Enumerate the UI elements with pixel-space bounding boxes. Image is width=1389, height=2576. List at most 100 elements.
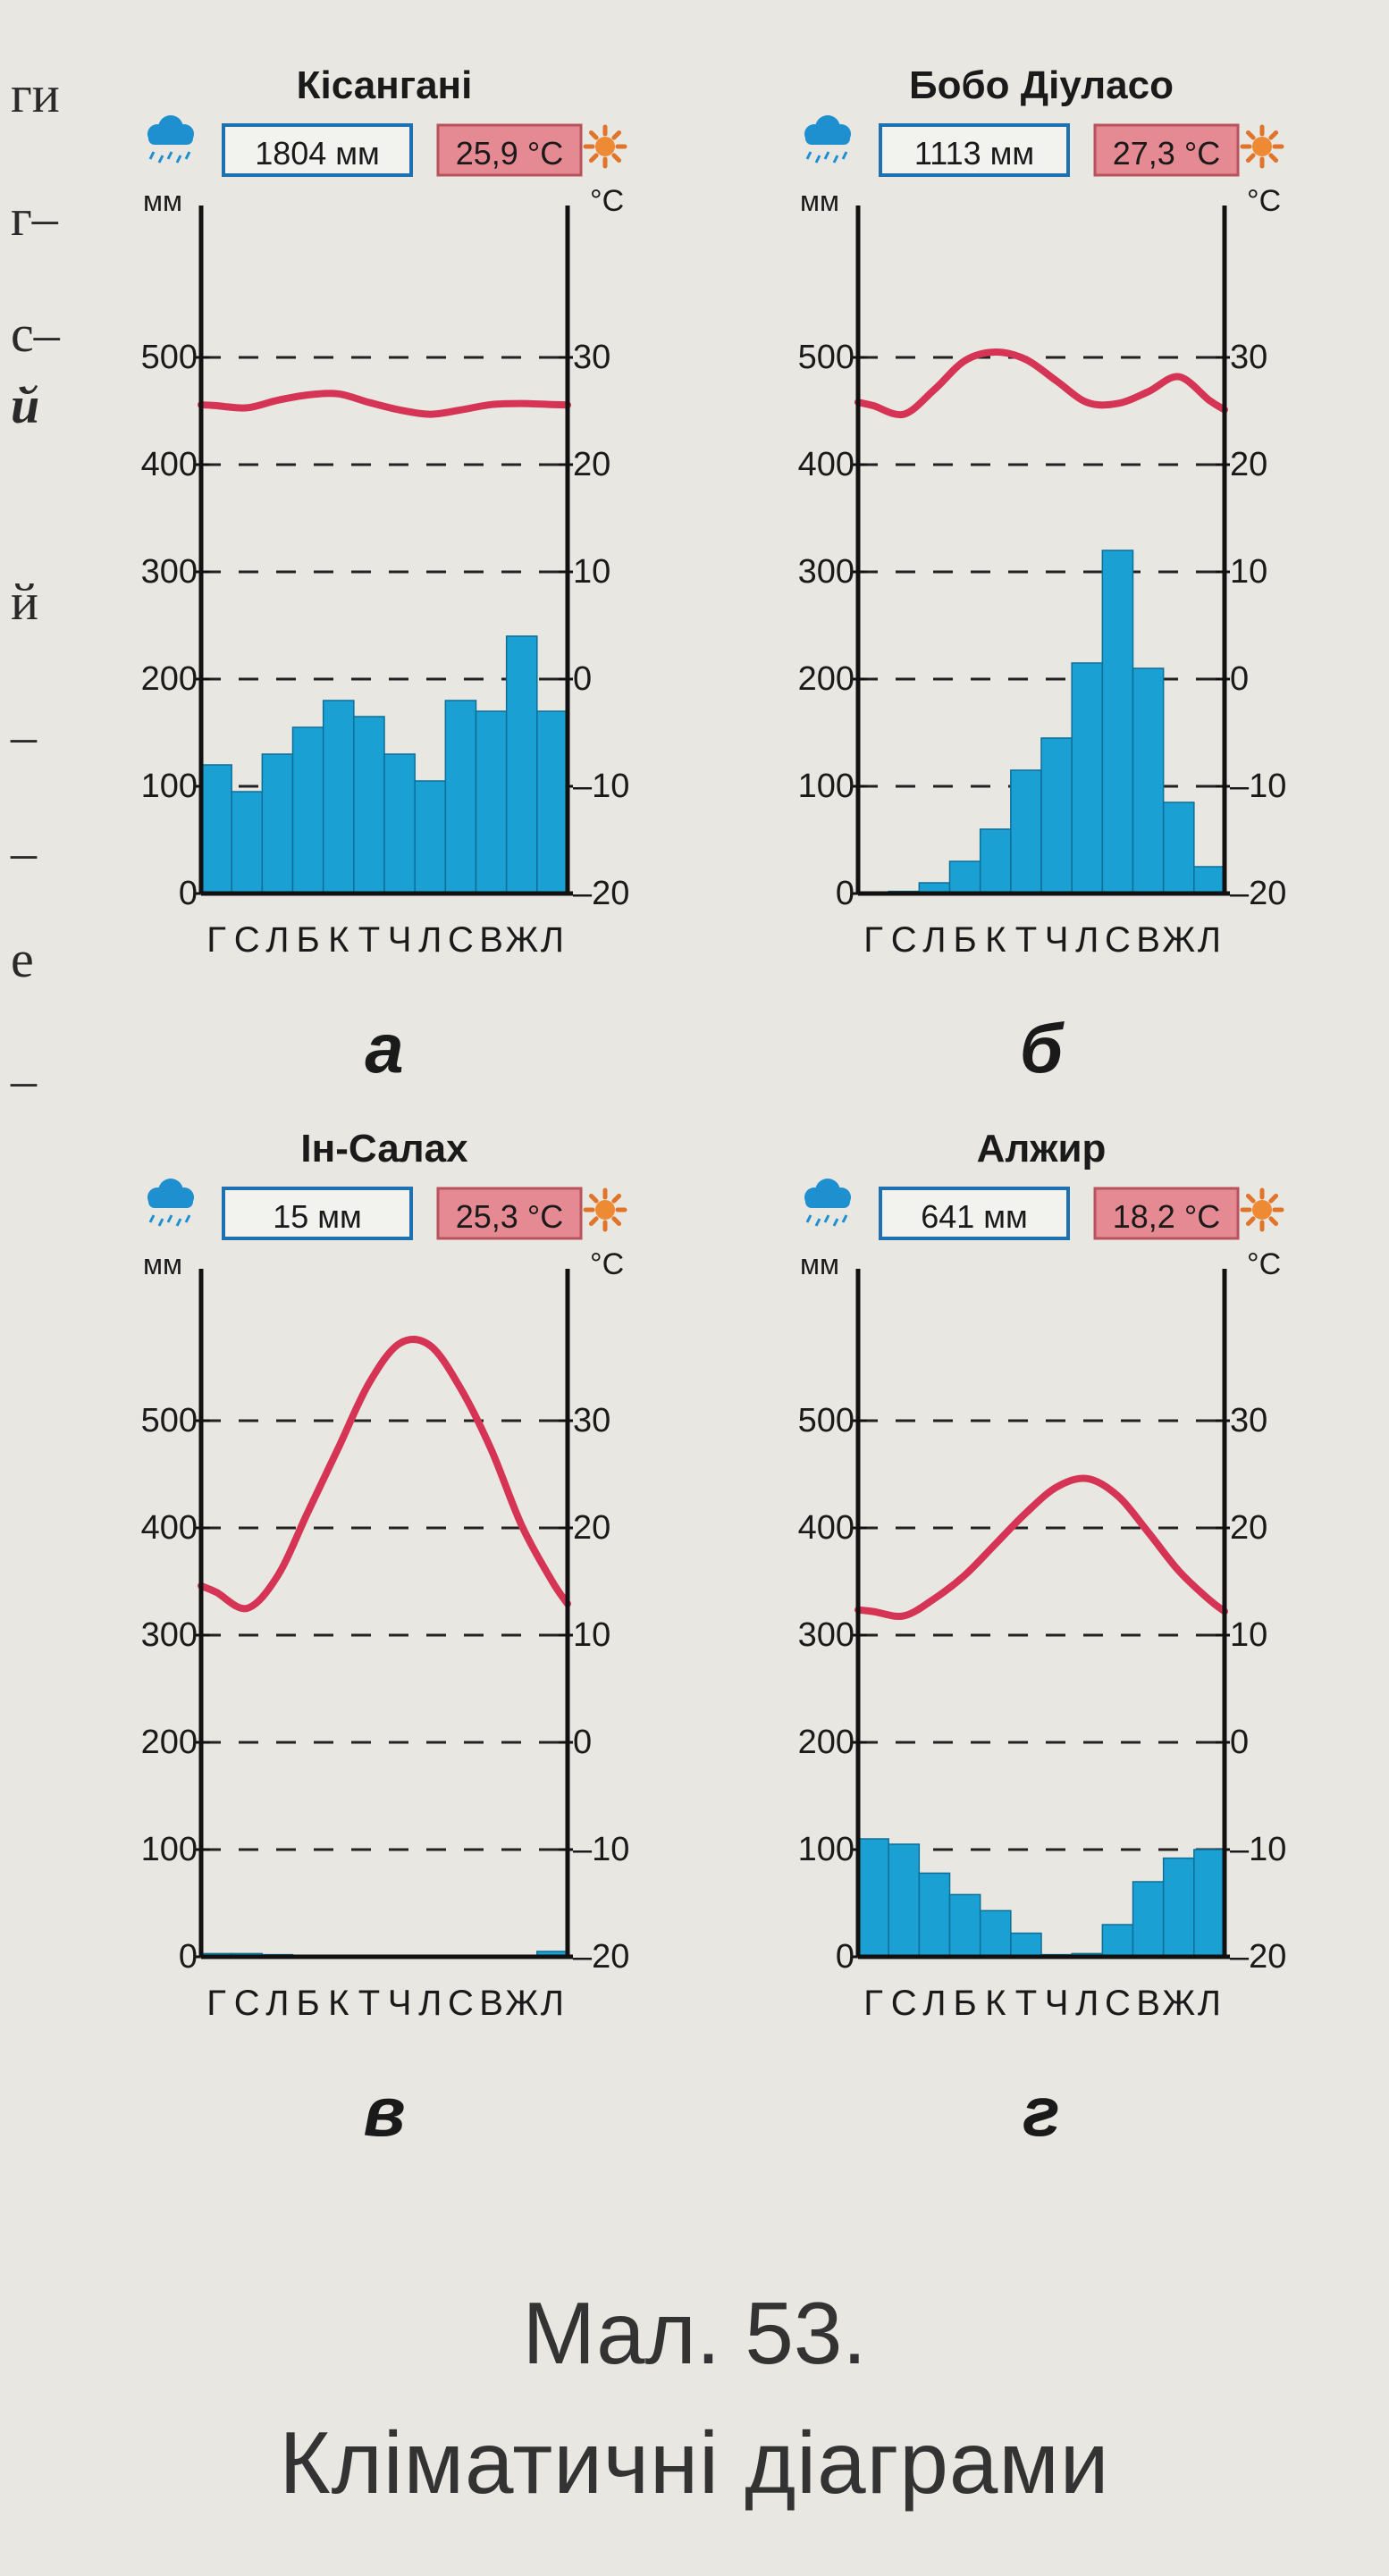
figure-title: Кліматичні діаграми xyxy=(279,2413,1110,2512)
month-label: С xyxy=(1105,1984,1131,2023)
temp-tick-label: 0 xyxy=(1230,1724,1249,1761)
month-label: Ч xyxy=(1045,920,1069,960)
precip-tick-label: 0 xyxy=(836,875,854,912)
month-label: К xyxy=(985,920,1006,960)
month-label: Л xyxy=(418,920,442,960)
sun-ray xyxy=(1268,1193,1279,1204)
margin-text-line: г– xyxy=(11,189,58,247)
station-title: Бобо Діуласо xyxy=(909,63,1174,107)
precip-bar xyxy=(1101,550,1134,894)
annual-precip-value: 641 мм xyxy=(921,1198,1028,1235)
precip-bar xyxy=(444,700,477,894)
precip-tick-label: 500 xyxy=(798,339,854,376)
precip-bar xyxy=(948,860,981,894)
sun-ray xyxy=(611,153,622,164)
sun-ray xyxy=(1245,130,1256,140)
sun-ray xyxy=(588,1216,599,1227)
annual-temp-value: 25,3 °С xyxy=(456,1198,563,1235)
temp-tick-label: –20 xyxy=(573,875,629,912)
sun-disc xyxy=(595,137,615,156)
month-label: Л xyxy=(541,920,564,960)
precip-bar xyxy=(857,1838,889,1958)
precip-tick-label: 100 xyxy=(141,1831,198,1868)
precip-tick-label: 0 xyxy=(179,1938,198,1976)
precip-tick-label: 100 xyxy=(798,768,854,805)
temp-tick-label: 0 xyxy=(573,1724,592,1761)
sun-ray xyxy=(1268,130,1279,140)
month-label: В xyxy=(479,1984,503,2023)
annual-precip-box xyxy=(222,1187,413,1240)
precip-bar xyxy=(200,764,232,894)
rain-drop xyxy=(823,151,830,160)
sun-ray xyxy=(611,130,622,140)
annual-temp-box xyxy=(1093,123,1240,177)
month-label: Т xyxy=(1015,1984,1037,2023)
sun-disc xyxy=(1252,137,1272,156)
precip-bar xyxy=(918,1872,951,1958)
temp-unit-label: °С xyxy=(590,184,624,218)
temp-tick-label: –20 xyxy=(573,1938,629,1976)
month-label: Г xyxy=(206,1984,226,2023)
climate-diagram: Ін-Салах 15 мм 25,3 °С мм °С 500 30 400 20 300 10 2… xyxy=(141,1127,630,2151)
precip-bar xyxy=(414,780,447,894)
temp-tick-label: –20 xyxy=(1230,875,1286,912)
margin-text-line: й xyxy=(11,376,40,434)
panel-letter: б xyxy=(1020,1009,1065,1087)
month-label: Ж xyxy=(505,1984,538,2023)
precip-tick-label: 200 xyxy=(798,660,854,698)
precip-bar xyxy=(383,753,416,894)
precip-bar xyxy=(475,710,508,894)
month-label: Б xyxy=(296,920,319,960)
precip-bar xyxy=(1132,1881,1165,1958)
temp-tick-label: 30 xyxy=(573,1402,610,1439)
month-label: Л xyxy=(541,1984,564,2023)
rain-drop xyxy=(832,155,839,164)
temperature-line xyxy=(854,348,1228,419)
sun-disc xyxy=(1252,1200,1272,1220)
month-label: Б xyxy=(953,1984,976,2023)
panel-letter: г xyxy=(1023,2072,1060,2151)
precip-tick-label: 0 xyxy=(836,1938,854,1976)
precip-tick-label: 500 xyxy=(141,339,198,376)
temp-tick-label: 20 xyxy=(1230,446,1267,483)
rain-drop xyxy=(814,1218,821,1227)
precip-bar xyxy=(1132,667,1165,894)
temperature-line xyxy=(198,390,571,418)
month-label: Т xyxy=(1015,920,1037,960)
rain-drop xyxy=(157,155,164,164)
month-label: Л xyxy=(1075,920,1099,960)
month-label: С xyxy=(448,920,474,960)
annual-temp-value: 27,3 °С xyxy=(1113,135,1220,172)
panel-letter: а xyxy=(365,1009,403,1087)
precip-unit-label: мм xyxy=(800,1248,839,1280)
temp-tick-label: –10 xyxy=(573,1831,629,1868)
sun-ray xyxy=(588,153,599,164)
margin-text-line: е xyxy=(11,930,34,988)
precip-tick-label: 400 xyxy=(798,446,854,483)
precip-bar xyxy=(1040,737,1073,894)
temp-tick-label: 20 xyxy=(573,446,610,483)
temp-unit-label: °С xyxy=(590,1247,624,1281)
precip-tick-label: 400 xyxy=(141,1509,198,1547)
precip-tick-label: 200 xyxy=(141,1724,198,1761)
month-label: В xyxy=(1136,1984,1160,2023)
month-label: Л xyxy=(418,1984,442,2023)
rain-drop xyxy=(148,1214,156,1223)
month-label: Б xyxy=(296,1984,319,2023)
temp-unit-label: °С xyxy=(1247,1247,1281,1281)
precip-bar xyxy=(1071,662,1104,894)
sun-ray xyxy=(1245,1216,1256,1227)
precip-tick-label: 200 xyxy=(798,1724,854,1761)
station-title: Кісангані xyxy=(297,63,473,107)
month-label: В xyxy=(479,920,503,960)
month-label: Л xyxy=(922,1984,946,2023)
month-label: Г xyxy=(863,920,883,960)
rain-cloud-icon-part xyxy=(805,132,850,145)
month-label: В xyxy=(1136,920,1160,960)
temp-tick-label: –10 xyxy=(1230,768,1286,805)
sun-ray xyxy=(588,1193,599,1204)
precip-bar xyxy=(353,716,385,894)
month-label: С xyxy=(1105,920,1131,960)
precip-unit-label: мм xyxy=(143,1248,182,1280)
sun-ray xyxy=(611,1216,622,1227)
